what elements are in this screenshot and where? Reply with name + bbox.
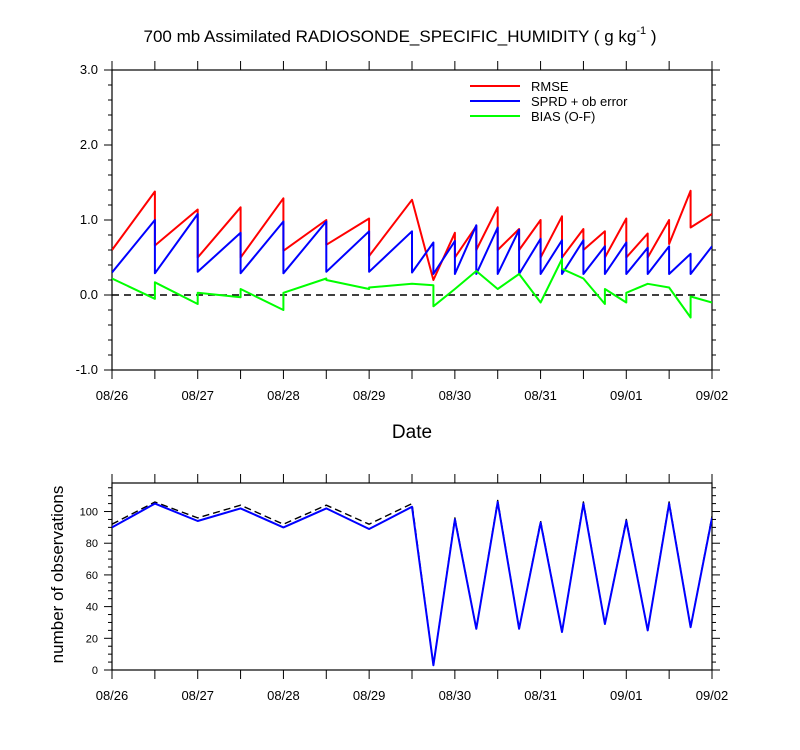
x-tick-label: 08/26 — [96, 688, 129, 703]
legend-label: BIAS (O-F) — [531, 109, 595, 124]
series-line-total — [112, 499, 712, 666]
x-tick-label: 09/02 — [696, 688, 729, 703]
y-axis-label: number of observations — [48, 486, 67, 664]
x-tick-label: 08/30 — [439, 688, 472, 703]
y-tick-label: 60 — [86, 570, 98, 582]
y-tick-label: 0 — [92, 665, 98, 677]
chart-panel-1: 08/26 08/27 08/28 08/29 08/30 08/31 09/01 09/02… — [76, 25, 729, 443]
legend-label: RMSE — [531, 79, 569, 94]
chart-title: 700 mb Assimilated RADIOSONDE_SPECIFIC_H… — [144, 25, 657, 46]
x-tick-label: 08/31 — [524, 688, 557, 703]
x-tick-label: 08/28 — [267, 688, 300, 703]
x-tick-label: 08/29 — [353, 388, 386, 403]
series-line-sprd-ob-error — [112, 213, 712, 275]
x-tick-label: 09/01 — [610, 388, 643, 403]
y-tick-label: 3.0 — [80, 62, 98, 77]
x-axis-label: Date — [392, 422, 432, 443]
x-tick-label: 09/02 — [696, 388, 729, 403]
y-tick-label: 0.0 — [80, 287, 98, 302]
x-tick-label: 08/28 — [267, 388, 300, 403]
y-tick-label: 1.0 — [80, 212, 98, 227]
chart-panel-2: 08/26 08/27 08/28 08/29 08/30 08/31 09/01 09/02… — [48, 474, 728, 703]
y-tick-label: 40 — [86, 602, 98, 614]
legend-label: SPRD + ob error — [531, 94, 628, 109]
y-tick-label: -1.0 — [76, 362, 98, 377]
y-tick-label: 80 — [86, 538, 98, 550]
y-tick-label: 20 — [86, 633, 98, 645]
x-tick-label: 08/31 — [524, 388, 557, 403]
x-tick-label: 09/01 — [610, 688, 643, 703]
x-tick-label: 08/29 — [353, 688, 386, 703]
x-tick-label: 08/27 — [181, 688, 214, 703]
x-tick-label: 08/27 — [181, 388, 214, 403]
x-tick-label: 08/26 — [96, 388, 129, 403]
plot-frame — [111, 69, 713, 371]
x-tick-label: 08/30 — [439, 388, 472, 403]
series-line-assimilated — [112, 501, 712, 667]
y-tick-label: 2.0 — [80, 137, 98, 152]
series-line-bias-o-f — [112, 258, 712, 319]
y-tick-label: 100 — [80, 507, 98, 519]
